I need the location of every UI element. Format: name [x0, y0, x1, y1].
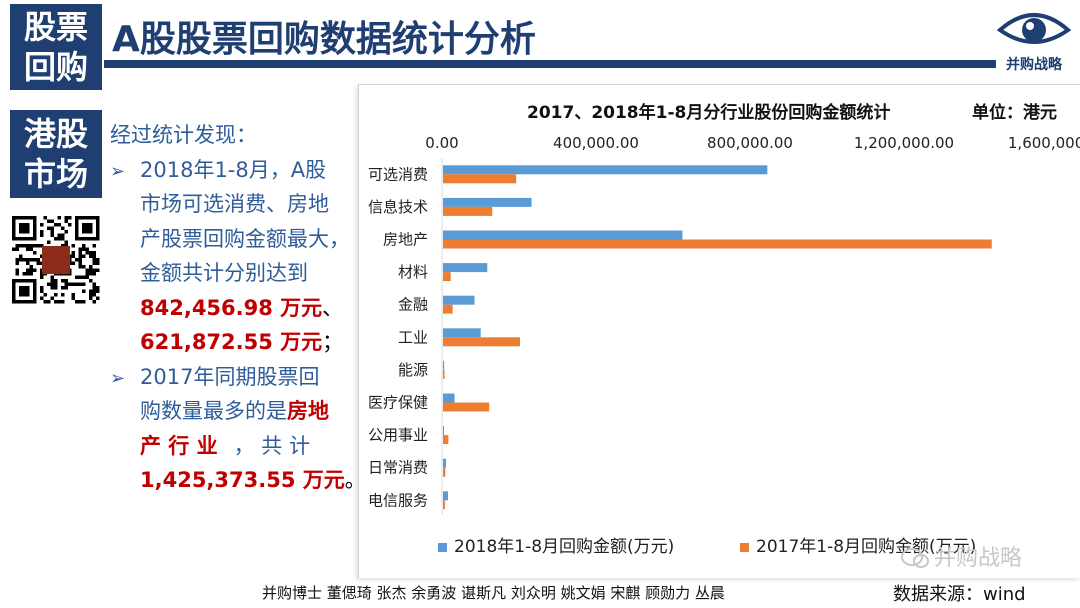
bar-series-2018	[443, 295, 475, 305]
highlight-value: 621,872.55 万元	[140, 330, 323, 354]
eye-icon	[996, 13, 1072, 44]
bar-series-2017	[443, 304, 453, 314]
bar-series-2018	[443, 328, 481, 338]
legend-label: 2017年1-8月回购金额(万元)	[756, 537, 976, 557]
highlight-text: 产 行 业	[140, 433, 218, 458]
bar-series-2017	[443, 500, 445, 510]
bar-series-2017	[443, 337, 520, 347]
qr-code[interactable]	[12, 214, 100, 306]
category-label: 能源	[398, 361, 428, 379]
bar-series-2018	[443, 263, 488, 273]
title-divider	[104, 60, 996, 68]
watermark: 并购战略	[934, 546, 1023, 571]
category-label: 工业	[398, 328, 428, 346]
logo-text: 并购战略	[1006, 57, 1062, 73]
highlight-text: 房地	[287, 399, 329, 423]
bar-series-2018	[443, 197, 532, 207]
bar-series-2017	[443, 402, 490, 412]
summary-line: 购数量最多的是	[140, 399, 287, 423]
chart-title: 2017、2018年1-8月分行业股份回购金额统计	[527, 103, 891, 123]
summary-heading: 经过统计发现：	[110, 123, 257, 147]
bar-series-2018	[443, 458, 447, 468]
summary-line: 2018年1-8月，A股	[140, 157, 327, 182]
summary-line: 2017年同期股票回	[140, 364, 320, 389]
bar-series-2018	[443, 491, 449, 501]
punctuation: 、	[322, 295, 344, 320]
category-label: 公用事业	[368, 426, 428, 444]
legend-swatch	[740, 543, 749, 552]
bar-series-2017	[443, 369, 445, 379]
category-label: 日常消费	[368, 459, 428, 477]
arrow-bullet-icon: ➢	[110, 367, 126, 389]
bar-series-2017	[443, 435, 449, 445]
arrow-bullet-icon: ➢	[110, 160, 126, 182]
summary-text: 经过统计发现： ➢ 2018年1-8月，A股 市场可选消费、房地 产股票回购金额最…	[110, 118, 366, 498]
brand-logo: 并购战略	[994, 4, 1074, 76]
chat-bubble-icon	[901, 548, 929, 568]
summary-line: 产股票回购金额最大，	[140, 226, 350, 251]
author-list: 并购博士 董偲琦 张杰 余勇波 谌斯凡 刘众明 姚文娟 宋麒 顾勋力 丛晨	[262, 584, 725, 602]
legend-label: 2018年1-8月回购金额(万元)	[454, 537, 674, 557]
bar-series-2018	[443, 165, 768, 175]
highlight-value: 842,456.98 万元	[140, 295, 323, 320]
x-tick-label: 400,000.00	[553, 134, 639, 152]
bar-series-2017	[443, 174, 517, 184]
page-title: A股股票回购数据统计分析	[112, 19, 536, 60]
section-label-line: 港股	[23, 115, 88, 153]
section-label-line: 股票	[23, 8, 88, 46]
section-label-line: 回购	[23, 48, 88, 86]
x-tick-label: 1,200,000.00	[854, 134, 954, 152]
category-label: 房地产	[383, 231, 428, 249]
punctuation: ；	[322, 330, 344, 354]
chart-unit: 单位：港元	[972, 103, 1057, 123]
bar-series-2018	[443, 360, 445, 370]
bar-series-2017	[443, 272, 451, 282]
category-label: 材料	[398, 263, 428, 281]
section-label-line: 市场	[23, 155, 88, 193]
x-tick-label: 800,000.00	[707, 134, 793, 152]
bar-series-2018	[443, 230, 683, 240]
category-label: 医疗保健	[368, 394, 428, 412]
category-label: 金融	[398, 296, 428, 314]
x-tick-label: 1,600,000.00	[1008, 134, 1080, 152]
bar-chart: 0.00 400,000.00 800,000.00 1,200,000.00 1,60…	[368, 134, 1080, 557]
section-label-buyback: 股票 回购	[10, 4, 102, 90]
highlight-value: 1,425,373.55 万元	[140, 468, 345, 492]
x-tick-label: 0.00	[425, 134, 458, 152]
category-label: 可选消费	[368, 165, 428, 183]
summary-line: 金额共计分别达到	[140, 261, 308, 285]
legend-swatch	[438, 543, 447, 552]
summary-line: ， 共 计	[233, 433, 310, 458]
bar-series-2017	[443, 467, 446, 477]
bar-series-2017	[443, 239, 992, 249]
bar-series-2018	[443, 393, 455, 403]
bar-series-2018	[443, 426, 444, 436]
section-label-hk-market: 港股 市场	[10, 110, 102, 198]
category-label: 电信服务	[368, 491, 428, 509]
data-source: 数据来源：wind	[893, 584, 1026, 605]
bar-series-2017	[443, 206, 493, 216]
summary-line: 市场可选消费、房地	[140, 192, 329, 216]
category-label: 信息技术	[368, 198, 428, 216]
title-bar: A股股票回购数据统计分析	[104, 4, 996, 68]
